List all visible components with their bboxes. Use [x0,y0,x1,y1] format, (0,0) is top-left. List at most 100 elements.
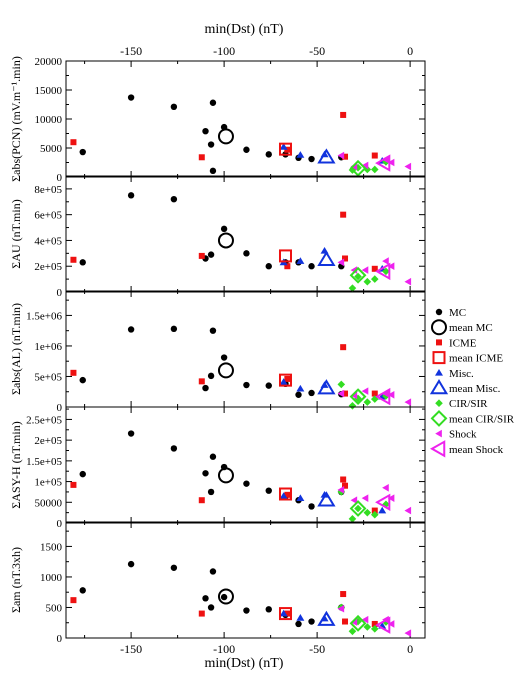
mean-icme-point [278,607,292,621]
mc-point [265,606,272,613]
legend-entry-misc_mean: mean Misc. [429,379,501,395]
icme-point [340,476,347,483]
mc-point [220,593,228,601]
icme-point [70,481,77,488]
mc-point [209,99,217,106]
shock-point [337,486,345,494]
mc-point [170,445,178,452]
icme-point [342,255,349,262]
icme-point [284,610,291,617]
y-tick-label: 1500 [40,541,63,553]
mc-point [127,192,135,199]
mean-icme-point [278,249,292,263]
shock-point [404,398,412,406]
mean-mc-point [217,588,234,605]
shock-point [337,604,345,613]
panel-1: 0 5000 10000 15000 20000 Σabs(PCN) (mV.m⁻¹.mi… [9,56,426,184]
icme-point [371,390,378,397]
shock-point [387,158,395,167]
shock-point [361,494,369,502]
top-x-axis-label: min(Dst) (nT) [205,22,284,37]
y-tick-label: 1.5e+06 [26,310,62,322]
mc-point [207,372,215,380]
bottom-x-tick-label: -100 [213,642,235,656]
icme-point [198,610,205,617]
mc-point [202,384,209,392]
mean-icme-point [278,487,292,501]
mc-point [295,620,302,628]
mean-misc-point [317,491,336,507]
misc-point [279,492,288,499]
cir-point [348,401,357,410]
legend-marker [431,319,447,336]
legend-marker [436,339,442,346]
cir-point [348,284,357,292]
mc-point [243,480,250,487]
legend-entry-icme_mean: mean ICME [432,351,503,365]
shock-point [361,387,369,395]
cir-point [382,267,390,276]
y-tick-label: 1e+05 [34,477,62,489]
icme-point [284,375,291,382]
mc-point [170,564,178,571]
mc-point [209,327,217,334]
misc-point [279,609,288,617]
icme-point [70,597,77,604]
misc-point [296,494,305,501]
y-tick-label: 2e+05 [34,435,62,447]
mc-point [243,146,250,153]
legend-marker [430,409,448,427]
y-tick-label: 0 [57,172,63,184]
legend-label: mean CIR/SIR [449,413,515,425]
cir-point [363,398,372,406]
mc-point [127,560,135,568]
legend-entry-mc_mean: mean MC [431,319,493,336]
y-tick-label: 0 [57,633,63,645]
mean-shock-point [375,616,391,634]
cir-point [337,380,346,389]
cir-point [382,158,390,166]
misc-point [279,143,288,150]
cir-point [370,395,379,403]
cir-point [363,277,372,286]
mean-cir-point [349,388,367,406]
icme-point [342,618,349,625]
misc-point [296,614,305,621]
mc-point [308,155,315,163]
y-tick-label: 1.5e+05 [26,456,62,468]
mc-point [265,151,272,158]
y-axis-label: ΣAU (nT.min) [9,199,23,268]
shock-point [387,390,395,399]
y-tick-label: 0 [57,402,63,414]
mc-point [79,587,86,594]
y-tick-label: 1000 [40,572,63,584]
mean-shock-point [375,154,391,172]
mc-point [170,196,178,203]
mc-point [79,470,86,478]
mc-point [243,607,250,614]
panel-5: 0 500 1000 1500 Σam (nT.3xh) [9,521,426,645]
legend-label: CIR/SIR [449,398,488,410]
y-tick-label: 5000 [40,143,63,155]
legend-entry-cir: CIR/SIR [435,398,488,410]
legend-marker [435,308,443,316]
misc-point [378,506,387,514]
mc-point [202,595,209,602]
shock-point [404,277,412,286]
panel-frame [65,175,426,293]
mc-point [265,382,272,389]
mc-point [79,148,86,156]
mc-point [79,376,86,384]
icme-point [340,211,347,218]
legend-label: mean Misc. [449,383,501,395]
icme-point [342,153,349,160]
mc-point [308,389,315,397]
mc-point [207,251,215,258]
icme-point [198,378,205,385]
shock-point [361,615,369,624]
cir-point [363,508,372,517]
mc-point [170,103,178,111]
